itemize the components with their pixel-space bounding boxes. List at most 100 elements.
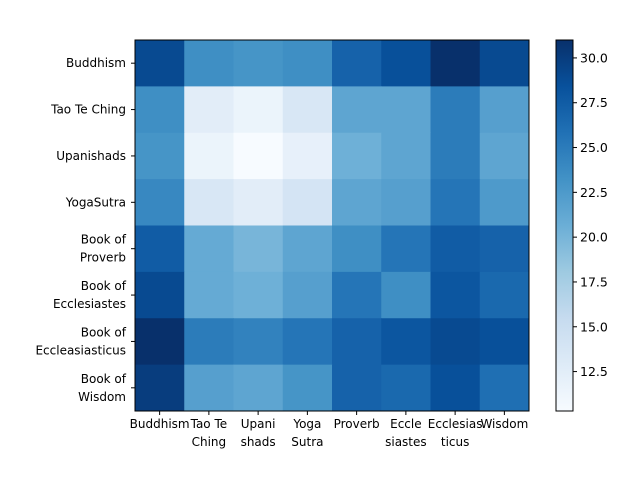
heatmap-cell-r1-c4 <box>332 86 382 134</box>
x-tick-label: Proverb <box>334 417 380 431</box>
y-tick-label: Upanishads <box>56 149 126 163</box>
x-tick-label: Tao Te Ching <box>190 417 228 449</box>
y-tick-label-line: Book of <box>81 233 127 247</box>
heatmap-cell-r2-c6 <box>430 132 481 180</box>
y-tick-label-line: Book of <box>81 372 127 386</box>
y-tick-label-line: Book of <box>81 279 127 293</box>
heatmap-cell-r6-c2 <box>233 318 284 366</box>
heatmap-cell-r6-c7 <box>479 318 530 366</box>
x-tick-label: Wisdom <box>480 417 528 431</box>
heatmap-cell-r4-c1 <box>184 225 234 273</box>
colorbar <box>555 39 574 412</box>
y-tick-label-line: Eccleasiasticus <box>35 343 126 357</box>
heatmap-cell-r3-c7 <box>479 179 530 227</box>
y-tick-label-line: Proverb <box>80 251 126 265</box>
heatmap-cell-r0-c4 <box>332 40 382 87</box>
heatmap-cell-r6-c1 <box>184 318 234 366</box>
x-tick-label-line: Buddhism <box>130 417 190 431</box>
heatmap-cells <box>135 40 530 412</box>
colorbar-tick-label: 12.5 <box>580 364 608 379</box>
heatmap-cell-r5-c2 <box>233 271 284 319</box>
y-tick-label-line: Upanishads <box>56 149 126 163</box>
x-tick-label: Eccle siastes <box>385 417 427 449</box>
heatmap-cell-r4-c7 <box>479 225 530 273</box>
heatmap-cell-r4-c4 <box>332 225 382 273</box>
x-tick-label: Buddhism <box>130 417 190 431</box>
heatmap-cell-r2-c3 <box>282 132 333 180</box>
colorbar-tick-label: 22.5 <box>580 185 608 200</box>
y-tick-label-line: Buddhism <box>66 56 126 70</box>
heatmap-cell-r0-c7 <box>479 40 530 87</box>
heatmap-cell-r4-c6 <box>430 225 481 273</box>
y-tick-label: Book of Wisdom <box>78 372 127 404</box>
colorbar-tick-label: 17.5 <box>580 274 608 289</box>
heatmap-cell-r3-c0 <box>135 179 185 227</box>
heatmap-cell-r4-c5 <box>381 225 431 273</box>
heatmap-cell-r7-c0 <box>135 364 185 412</box>
x-tick-label-line: shads <box>241 435 276 449</box>
heatmap-cell-r4-c2 <box>233 225 284 273</box>
y-tick-label: Book of Proverb <box>80 233 127 265</box>
plot-frame <box>134 39 530 412</box>
heatmap-cell-r5-c0 <box>135 271 185 319</box>
x-tick-label-line: ticus <box>441 435 470 449</box>
heatmap-cell-r0-c5 <box>381 40 431 87</box>
x-tick-label-line: Eccle <box>390 417 422 431</box>
heatmap-cell-r6-c0 <box>135 318 185 366</box>
x-axis-ticks: Buddhism Tao Te Ching Upani shads Yoga Sutra Pr… <box>130 411 528 449</box>
y-tick-label-line: Wisdom <box>78 390 126 404</box>
y-tick-label-line: YogaSutra <box>65 195 126 209</box>
heatmap-cell-r5-c4 <box>332 271 382 319</box>
heatmap-cell-r3-c3 <box>282 179 333 227</box>
colorbar-tick-label: 20.0 <box>580 230 608 245</box>
heatmap-cell-r0-c2 <box>233 40 284 87</box>
x-tick-label: Yoga Sutra <box>291 417 323 449</box>
heatmap-cell-r3-c6 <box>430 179 481 227</box>
colorbar-ticks: 12.5 15.0 17.5 20.0 22.5 25.0 27.5 30.0 <box>573 50 608 379</box>
heatmap-cell-r4-c0 <box>135 225 185 273</box>
heatmap-cell-r7-c1 <box>184 364 234 412</box>
heatmap-cell-r4-c3 <box>282 225 333 273</box>
x-tick-label: Ecclesias ticus <box>428 417 483 449</box>
heatmap-cell-r6-c3 <box>282 318 333 366</box>
heatmap-cell-r7-c6 <box>430 364 481 412</box>
heatmap-cell-r2-c1 <box>184 132 234 180</box>
heatmap-cell-r3-c4 <box>332 179 382 227</box>
heatmap-cell-r0-c1 <box>184 40 234 87</box>
y-axis-ticks: Buddhism Tao Te Ching Upanishads YogaSutra B… <box>35 56 135 404</box>
heatmap-cell-r1-c2 <box>233 86 284 134</box>
heatmap-cell-r6-c6 <box>430 318 481 366</box>
y-tick-label: Book of Eccleasiasticus <box>35 325 126 357</box>
colorbar-tick-label: 27.5 <box>580 95 608 110</box>
heatmap-cell-r7-c3 <box>282 364 333 412</box>
heatmap-cell-r5-c5 <box>381 271 431 319</box>
heatmap-cell-r5-c6 <box>430 271 481 319</box>
heatmap-cell-r7-c7 <box>479 364 530 412</box>
heatmap-cell-r5-c7 <box>479 271 530 319</box>
y-tick-label-line: Book of <box>81 325 127 339</box>
heatmap-cell-r7-c5 <box>381 364 431 412</box>
y-tick-label-line: Ecclesiastes <box>53 297 126 311</box>
y-tick-label: YogaSutra <box>65 195 126 209</box>
heatmap-cell-r2-c5 <box>381 132 431 180</box>
heatmap-cell-r7-c4 <box>332 364 382 412</box>
heatmap-cell-r6-c4 <box>332 318 382 366</box>
heatmap-cell-r5-c3 <box>282 271 333 319</box>
x-tick-label-line: Ching <box>192 435 227 449</box>
heatmap-cell-r1-c5 <box>381 86 431 134</box>
heatmap-cell-r6-c5 <box>381 318 431 366</box>
colorbar-tick-label: 30.0 <box>580 50 608 65</box>
heatmap-cell-r1-c1 <box>184 86 234 134</box>
x-tick-label-line: siastes <box>385 435 427 449</box>
heatmap-cell-r2-c7 <box>479 132 530 180</box>
heatmap-cell-r5-c1 <box>184 271 234 319</box>
heatmap-cell-r0-c6 <box>430 40 481 87</box>
y-tick-label: Book of Ecclesiastes <box>53 279 127 311</box>
heatmap-cell-r1-c3 <box>282 86 333 134</box>
x-tick-label-line: Wisdom <box>480 417 528 431</box>
x-tick-label-line: Sutra <box>291 435 323 449</box>
heatmap-cell-r1-c7 <box>479 86 530 134</box>
x-tick-label-line: Tao Te <box>190 417 228 431</box>
colorbar-tick-label: 25.0 <box>580 140 608 155</box>
